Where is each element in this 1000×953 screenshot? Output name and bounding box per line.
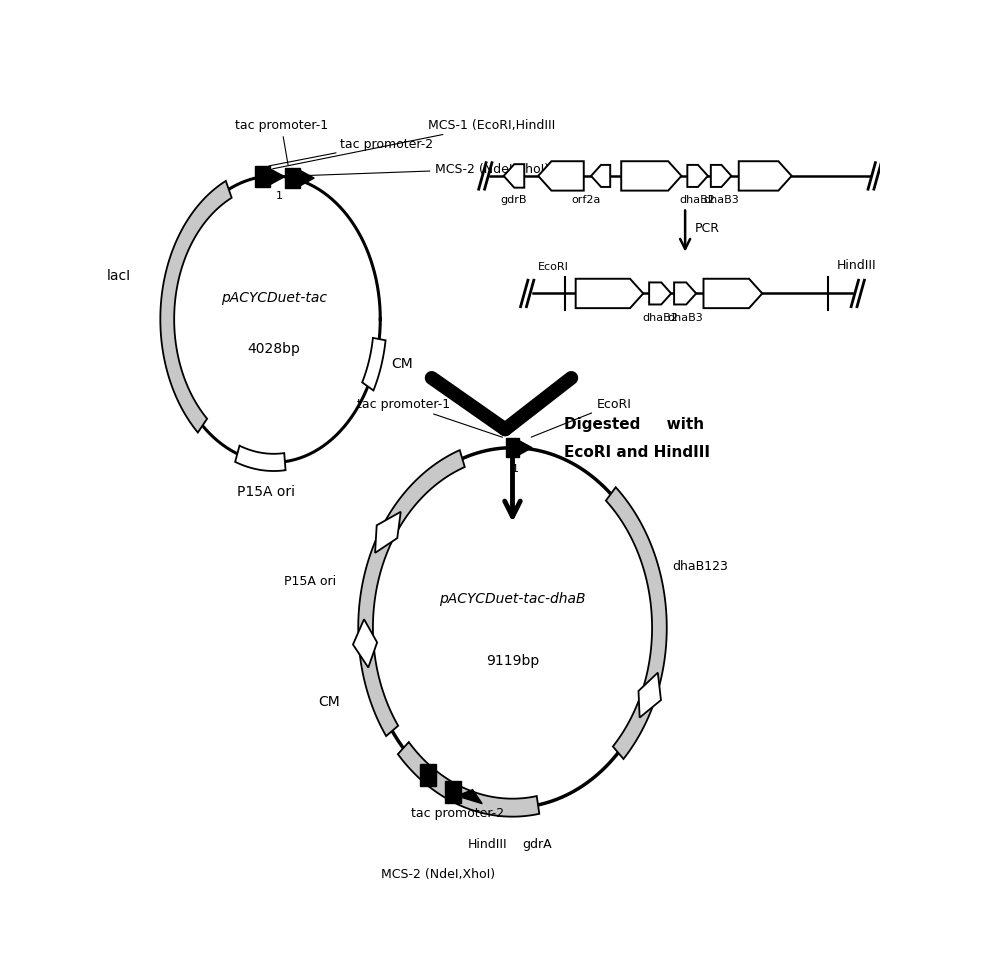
Text: CM: CM <box>318 694 340 708</box>
Polygon shape <box>235 446 286 472</box>
Polygon shape <box>739 162 792 192</box>
Text: pACYCDuet-tac-dhaB: pACYCDuet-tac-dhaB <box>439 592 586 605</box>
Bar <box>445 781 461 803</box>
Bar <box>420 764 436 786</box>
Polygon shape <box>649 283 671 305</box>
Text: PCR: PCR <box>695 222 720 234</box>
Text: dhaB1: dhaB1 <box>592 289 627 299</box>
Text: dhaB123: dhaB123 <box>673 559 729 573</box>
Text: CM: CM <box>391 356 413 371</box>
Polygon shape <box>687 166 708 188</box>
Text: P15A ori: P15A ori <box>237 485 295 499</box>
Polygon shape <box>160 182 232 433</box>
Polygon shape <box>358 451 465 737</box>
Polygon shape <box>591 166 610 188</box>
Text: gdrB: gdrB <box>501 195 527 205</box>
Text: tac promoter-1: tac promoter-1 <box>235 119 328 166</box>
Text: tac promoter-2: tac promoter-2 <box>269 137 433 167</box>
Text: Digested     with: Digested with <box>564 416 704 432</box>
Text: dhaB2: dhaB2 <box>642 313 678 322</box>
Text: gdrA: gdrA <box>523 838 552 850</box>
Text: MCS-2 (NdeI,XhoI): MCS-2 (NdeI,XhoI) <box>277 163 549 177</box>
Bar <box>255 167 270 188</box>
Text: dhaT: dhaT <box>547 172 575 182</box>
Text: HindIII: HindIII <box>837 259 877 273</box>
Text: EcoRI and HindIII: EcoRI and HindIII <box>564 444 710 459</box>
Polygon shape <box>300 171 314 187</box>
Text: 1: 1 <box>512 464 519 474</box>
Bar <box>506 438 519 457</box>
Polygon shape <box>270 170 285 186</box>
Text: EcoRI: EcoRI <box>537 262 568 273</box>
Text: qdrA: qdrA <box>720 289 746 299</box>
Text: MCS-2 (NdeI,XhoI): MCS-2 (NdeI,XhoI) <box>381 866 495 880</box>
Polygon shape <box>353 619 377 668</box>
Polygon shape <box>606 488 667 760</box>
Text: dhaB2: dhaB2 <box>680 195 716 205</box>
Polygon shape <box>674 283 696 305</box>
Text: 1: 1 <box>275 191 282 201</box>
Polygon shape <box>576 279 643 309</box>
Text: dhaB3: dhaB3 <box>703 195 739 205</box>
Text: lacI: lacI <box>106 269 131 282</box>
Polygon shape <box>398 742 539 817</box>
Text: tac promoter-1: tac promoter-1 <box>357 398 503 437</box>
Text: 9119bp: 9119bp <box>486 654 539 668</box>
Polygon shape <box>362 338 386 391</box>
Polygon shape <box>639 673 661 718</box>
Polygon shape <box>621 162 681 192</box>
Polygon shape <box>375 512 401 554</box>
Text: tac promoter-2: tac promoter-2 <box>411 805 504 819</box>
Bar <box>285 169 300 190</box>
Polygon shape <box>519 441 532 456</box>
Text: pACYCDuet-tac: pACYCDuet-tac <box>221 291 327 304</box>
Text: qdrA: qdrA <box>752 172 778 182</box>
Text: EcoRI: EcoRI <box>531 398 632 437</box>
Polygon shape <box>703 279 762 309</box>
Text: dhaB3: dhaB3 <box>667 313 703 322</box>
Polygon shape <box>538 162 584 192</box>
Text: orf2a: orf2a <box>571 195 601 205</box>
Text: P15A ori: P15A ori <box>284 574 336 587</box>
Polygon shape <box>457 790 482 803</box>
Polygon shape <box>504 165 524 189</box>
Text: MCS-1 (EcoRI,HindIII: MCS-1 (EcoRI,HindIII <box>273 119 555 170</box>
Text: 4028bp: 4028bp <box>247 342 300 355</box>
Polygon shape <box>711 166 731 188</box>
Text: dhaB1: dhaB1 <box>633 172 669 182</box>
Text: HindIII: HindIII <box>467 838 507 850</box>
